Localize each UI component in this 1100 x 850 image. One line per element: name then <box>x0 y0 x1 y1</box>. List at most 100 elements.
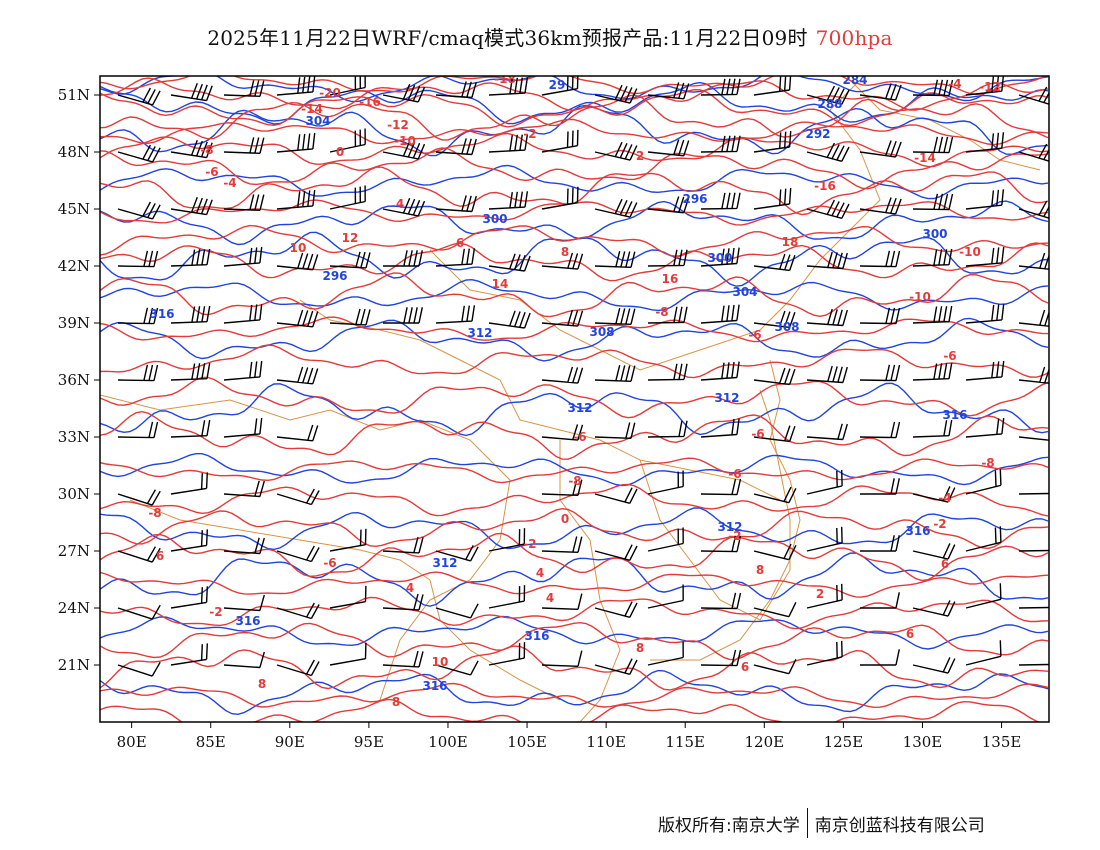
temperature-label: -14 <box>914 151 936 165</box>
wind-barb <box>276 189 316 210</box>
wind-barb <box>1018 549 1049 552</box>
geopotential-label: 312 <box>567 401 592 415</box>
temperature-contour <box>100 224 1049 257</box>
wind-barb <box>965 469 1002 495</box>
wind-barb <box>1018 86 1049 105</box>
temperature-label: 18 <box>782 235 799 249</box>
wind-barb <box>276 132 316 153</box>
lon-tick-label: 110E <box>586 733 626 751</box>
temperature-label: -2 <box>209 605 222 619</box>
wind-barb <box>753 486 797 504</box>
temperature-label: 14 <box>492 277 509 291</box>
lon-tick-label: 120E <box>745 733 785 751</box>
wind-barb <box>912 486 956 503</box>
temperature-label: -4 <box>223 176 236 190</box>
temperature-contour <box>100 132 1049 168</box>
title-main: 2025年11月22日WRF/cmaq模式36km预报产品:11月22日09时 <box>207 26 808 50</box>
temperature-label: -20 <box>319 86 341 100</box>
wind-barb <box>647 527 684 552</box>
wind-barb <box>912 79 954 97</box>
wind-barb <box>647 641 684 666</box>
lon-tick-label: 80E <box>117 733 147 751</box>
temperature-label: -6 <box>728 467 741 481</box>
wind-barb <box>435 248 476 267</box>
temperature-label: 12 <box>342 231 359 245</box>
wind-barb <box>541 76 579 96</box>
wind-barb <box>965 360 1005 381</box>
wind-barb <box>594 487 638 504</box>
wind-barb <box>859 421 901 439</box>
geopotential-label: 300 <box>482 212 507 226</box>
temperature-label: 2 <box>636 149 644 163</box>
temperature-contour <box>100 88 1049 128</box>
geopotential-label: 316 <box>149 307 174 321</box>
wind-barb <box>170 643 208 666</box>
wind-barb <box>435 603 479 619</box>
title-level: 700hpa <box>815 26 893 50</box>
lon-tick-label: 135E <box>982 733 1022 751</box>
temperature-contour <box>100 344 1049 379</box>
wind-barb <box>700 592 742 610</box>
lat-tick-label: 24N <box>58 599 90 617</box>
geopotential-contour <box>100 164 1049 200</box>
wind-barb <box>223 651 265 669</box>
wind-barb <box>965 303 1005 324</box>
wind-barb <box>912 600 956 617</box>
geopotential-label: 288 <box>817 97 842 111</box>
boundary-line <box>129 499 561 701</box>
geopotential-label: 308 <box>589 325 614 339</box>
wind-barb <box>1018 200 1049 219</box>
wind-barb <box>700 649 742 667</box>
wind-barb <box>647 139 690 157</box>
lon-tick-label: 85E <box>196 733 226 751</box>
lat-tick-label: 36N <box>58 371 90 389</box>
wind-barb <box>276 545 320 563</box>
geopotential-label: 296 <box>682 192 707 206</box>
wind-barb <box>647 196 690 214</box>
temperature-contour <box>100 118 1049 146</box>
temperature-label: -16 <box>814 179 836 193</box>
wind-barb <box>382 197 426 217</box>
wind-barb <box>117 546 161 563</box>
geopotential-label: 316 <box>422 679 447 693</box>
wind-barb <box>223 417 263 438</box>
wind-barb <box>329 76 366 96</box>
wind-barb <box>170 419 211 438</box>
lat-tick-label: 48N <box>58 143 90 161</box>
wind-barb <box>435 195 477 213</box>
wind-barb <box>329 585 367 609</box>
wind-barb <box>647 420 688 438</box>
geopotential-contour <box>100 382 1049 437</box>
lat-tick-label: 33N <box>58 428 90 446</box>
geopotential-contour <box>100 615 1049 650</box>
temperature-label: -18 <box>494 72 516 86</box>
boundary-lines <box>100 79 1041 722</box>
wind-barb <box>806 365 848 384</box>
temperature-label: 6 <box>941 557 949 571</box>
wind-barb <box>647 584 684 609</box>
wind-barb <box>806 142 850 162</box>
wind-barb <box>541 593 583 610</box>
wind-barb <box>647 470 684 495</box>
wind-barb <box>1018 492 1049 495</box>
wind-barb <box>594 251 636 268</box>
temperature-label: 4 <box>536 566 544 580</box>
wind-barb <box>117 604 161 620</box>
lat-tick-label: 21N <box>58 656 90 674</box>
wind-barb <box>806 583 843 609</box>
wind-barb <box>541 186 579 210</box>
wind-barb <box>753 187 792 210</box>
geopotential-contour <box>100 278 1049 312</box>
wind-barb <box>594 544 638 561</box>
boundary-line <box>650 359 801 661</box>
boundary-line <box>100 394 511 701</box>
wind-barb <box>753 130 792 153</box>
temperature-label: -12 <box>387 118 409 132</box>
wind-barb <box>223 246 263 267</box>
wind-barb <box>170 140 213 159</box>
lat-tick-label: 27N <box>58 542 90 560</box>
temperature-label: 4 <box>546 591 554 605</box>
wind-barb <box>859 197 902 215</box>
wind-barb <box>329 528 367 552</box>
